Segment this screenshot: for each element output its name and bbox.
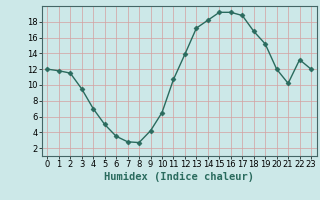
X-axis label: Humidex (Indice chaleur): Humidex (Indice chaleur) — [104, 172, 254, 182]
